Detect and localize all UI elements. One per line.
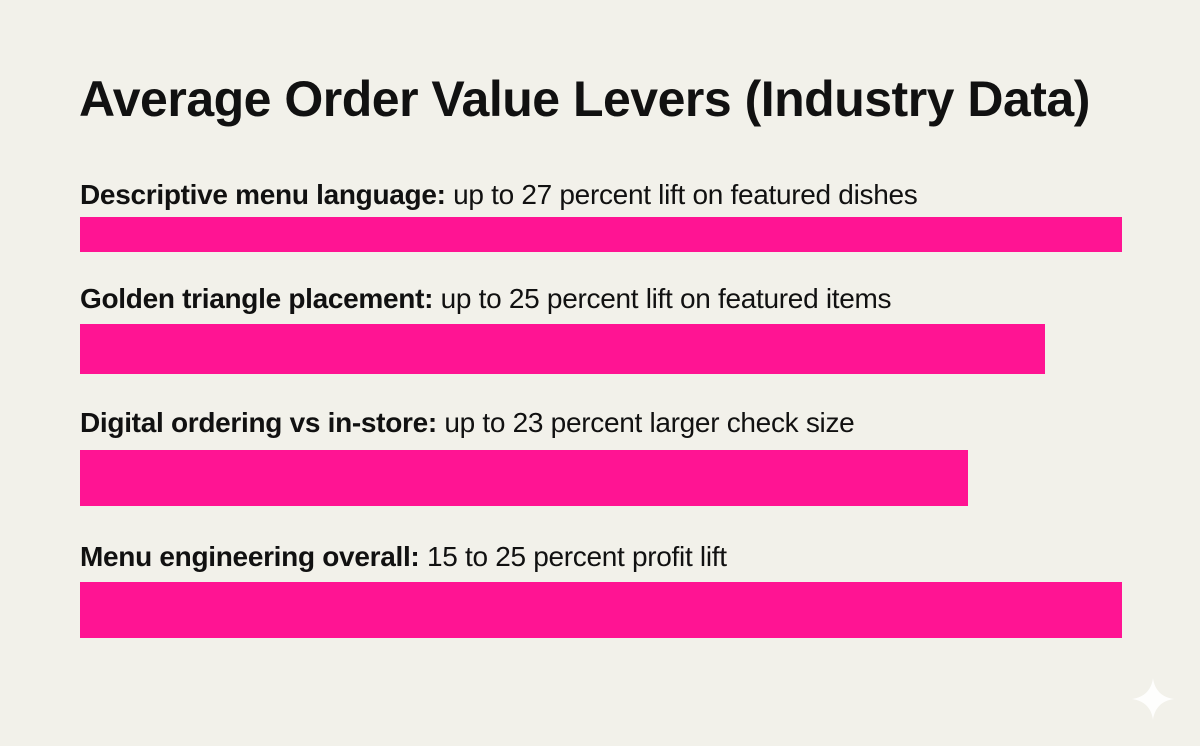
bar-label-descriptive-menu-language: Descriptive menu language: up to 27 perc…: [80, 179, 918, 210]
bar-descriptive-menu-language: [80, 217, 1122, 252]
bar-label-detail: up to 23 percent larger check size: [444, 407, 855, 438]
bar-label-title: Digital ordering vs in-store:: [80, 407, 437, 438]
bar-label-detail: up to 25 percent lift on featured items: [440, 283, 892, 314]
bar-label-detail: up to 27 percent lift on featured dishes: [453, 179, 918, 210]
bar-label-golden-triangle-placement: Golden triangle placement: up to 25 perc…: [80, 283, 892, 314]
chart-title: Average Order Value Levers (Industry Dat…: [79, 71, 1090, 127]
bar-digital-ordering: [80, 450, 968, 506]
bar-golden-triangle-placement: [80, 324, 1045, 374]
bar-label-detail: 15 to 25 percent profit lift: [426, 541, 727, 572]
bar-label-digital-ordering: Digital ordering vs in-store: up to 23 p…: [80, 407, 855, 438]
bar-label-title: Golden triangle placement:: [80, 283, 434, 314]
sparkle-icon: [1132, 678, 1174, 720]
bar-label-title: Descriptive menu language:: [80, 179, 446, 210]
bar-menu-engineering-overall: [80, 582, 1122, 638]
bar-label-title: Menu engineering overall:: [80, 541, 420, 572]
bar-label-menu-engineering-overall: Menu engineering overall: 15 to 25 perce…: [80, 543, 727, 571]
